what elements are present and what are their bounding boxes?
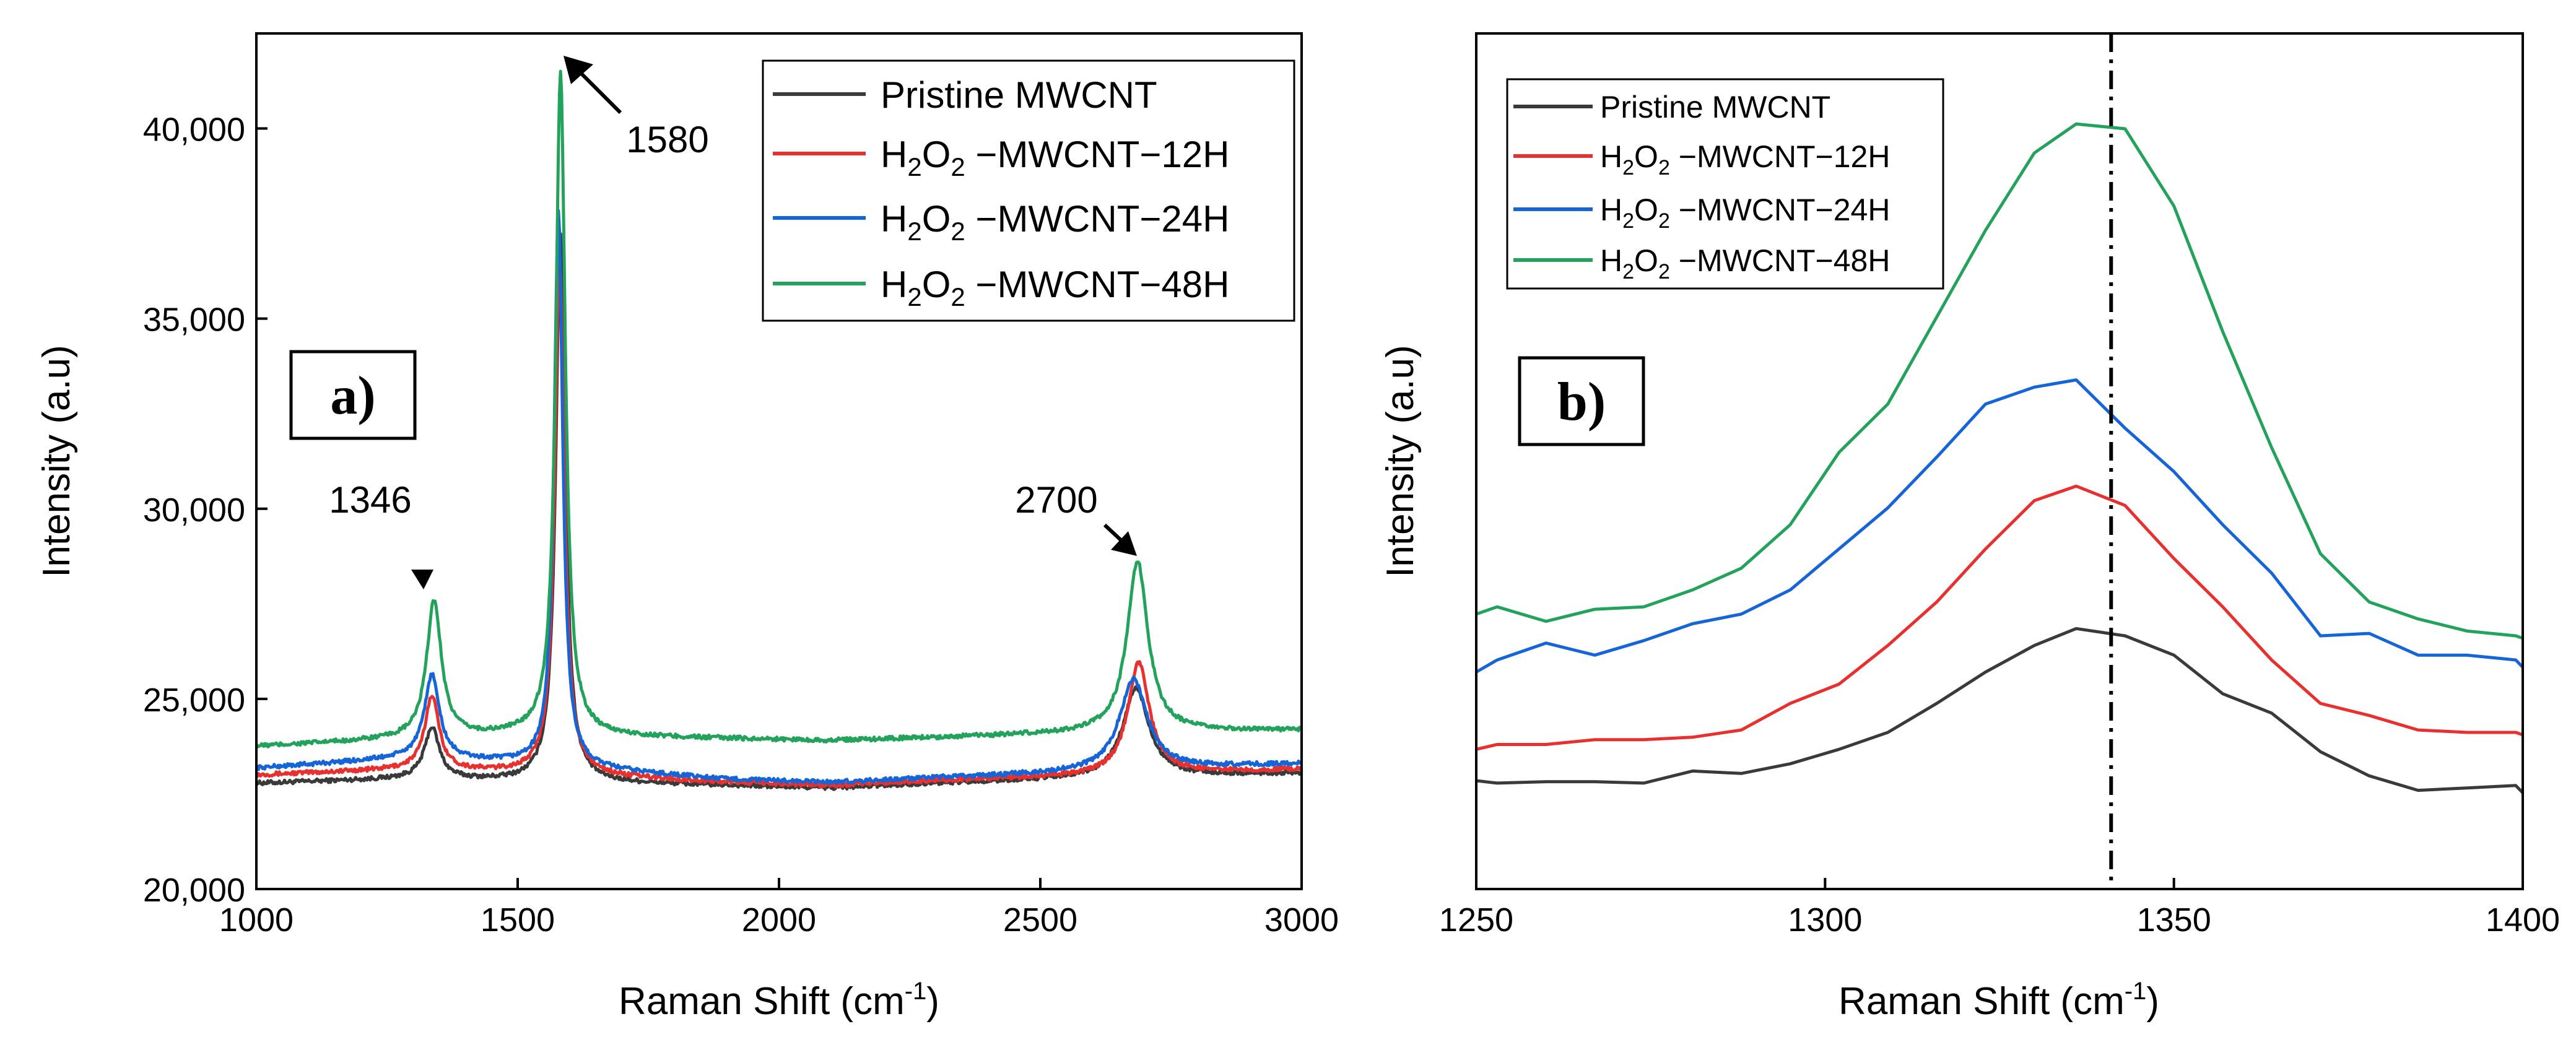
panel-b-series-line-0: [1476, 627, 2523, 794]
panel-a-x-axis-label: Raman Shift (cm-1): [619, 978, 939, 1023]
panel-b-series-group: [1476, 122, 2523, 794]
legend-a-item-pristine: Pristine MWCNT: [773, 74, 1157, 116]
panel-b-xtick-label: 1350: [2137, 901, 2211, 939]
annotation-1580-arrow-icon: [564, 56, 593, 84]
panel-b-legend: Pristine MWCNT H2O2 −MWCNT−12H H2O2 −MWC…: [1506, 78, 1944, 290]
legend-b-item-24h: H2O2 −MWCNT−24H: [1513, 193, 1890, 233]
panel-a-legend: Pristine MWCNT H2O2 −MWCNT−12H H2O2 −MWC…: [762, 59, 1295, 322]
legend-a-item-48h: H2O2 −MWCNT−48H: [773, 264, 1229, 311]
panel-b-series-line-3: [1476, 122, 2523, 640]
panel-a-xtick-label: 2500: [1003, 901, 1077, 939]
panel-b-xtick-label: 1400: [2486, 901, 2560, 939]
svg-text:Pristine MWCNT: Pristine MWCNT: [881, 74, 1157, 116]
panel-b-label-box: b): [1518, 356, 1645, 446]
panel-a-xtick-label: 1500: [481, 901, 555, 939]
panel-b-series-line-1: [1476, 484, 2523, 751]
panel-b-legend-box: [1506, 78, 1944, 290]
annotation-1346-arrow-icon: [411, 570, 433, 589]
annotation-2700: 2700: [1015, 479, 1097, 521]
annotation-1580: 1580: [626, 119, 708, 160]
svg-text:H2O2 −MWCNT−12H: H2O2 −MWCNT−12H: [1600, 139, 1890, 180]
panel-a-xtick-label: 1000: [219, 901, 294, 939]
panel-a-ytick-label: 20,000: [143, 872, 245, 909]
svg-text:H2O2 −MWCNT−48H: H2O2 −MWCNT−48H: [881, 264, 1229, 311]
panel-a-series-group: [256, 69, 1302, 791]
panel-a-y-axis-label: Intensity (a.u): [35, 345, 78, 578]
annotation-1580-arrow-shaft: [575, 67, 622, 115]
panel-a-xtick-label: 3000: [1264, 901, 1339, 939]
panel-a-series-line-2: [256, 209, 1302, 786]
legend-a-item-24h: H2O2 −MWCNT−24H: [773, 198, 1229, 246]
panel-b-frame: [1475, 32, 2524, 890]
panel-a-label-box: a): [289, 350, 417, 440]
panel-b-label: b): [1557, 372, 1606, 432]
panel-a-legend-box: [762, 59, 1295, 322]
svg-text:H2O2 −MWCNT−12H: H2O2 −MWCNT−12H: [881, 134, 1229, 181]
panel-a-series-line-1: [256, 259, 1302, 789]
panel-a-series-line-3: [256, 69, 1302, 748]
panel-a-x-ticks: 1000 1500 2000 2500 3000: [219, 878, 1339, 939]
svg-text:H2O2 −MWCNT−24H: H2O2 −MWCNT−24H: [1600, 193, 1890, 233]
svg-text:H2O2 −MWCNT−48H: H2O2 −MWCNT−48H: [1600, 243, 1890, 284]
panel-a-ytick-label: 35,000: [143, 302, 245, 339]
svg-text:H2O2 −MWCNT−24H: H2O2 −MWCNT−24H: [881, 198, 1229, 246]
panel-a-annotations: 1346 1580 2700: [329, 56, 1137, 589]
panel-b-xtick-label: 1250: [1439, 901, 1513, 939]
panel-a: 1000 1500 2000 2500 3000 20,000 25,000 30,000 3…: [35, 32, 1339, 1023]
panel-a-label: a): [330, 366, 375, 426]
panel-b-x-axis-label: Raman Shift (cm-1): [1838, 978, 2159, 1023]
panel-a-plot-area: [256, 69, 1302, 791]
panel-b: 1250 1300 1350 1400 Raman Shift (cm-1) Inte…: [1379, 32, 2560, 1023]
legend-b-item-12h: H2O2 −MWCNT−12H: [1513, 139, 1890, 180]
legend-a-item-12h: H2O2 −MWCNT−12H: [773, 134, 1229, 181]
legend-b-item-48h: H2O2 −MWCNT−48H: [1513, 243, 1890, 284]
legend-b-item-pristine: Pristine MWCNT: [1513, 90, 1830, 124]
panel-a-y-ticks: 20,000 25,000 30,000 35,000 40,000: [143, 111, 268, 909]
panel-b-y-axis-label: Intensity (a.u): [1379, 345, 1422, 578]
annotation-2700-arrow-icon: [1111, 531, 1137, 556]
panel-b-x-ticks: 1250 1300 1350 1400: [1439, 878, 2560, 939]
panel-a-ytick-label: 40,000: [143, 111, 245, 149]
panel-b-series-line-2: [1476, 378, 2523, 674]
panel-a-xtick-label: 2000: [742, 901, 816, 939]
panel-a-ytick-label: 25,000: [143, 682, 245, 719]
annotation-2700-arrow-shaft: [1103, 523, 1124, 543]
panel-b-xtick-label: 1300: [1788, 901, 1862, 939]
panel-a-ytick-label: 30,000: [143, 492, 245, 529]
svg-text:Pristine MWCNT: Pristine MWCNT: [1600, 90, 1830, 124]
annotation-1346: 1346: [329, 479, 411, 521]
